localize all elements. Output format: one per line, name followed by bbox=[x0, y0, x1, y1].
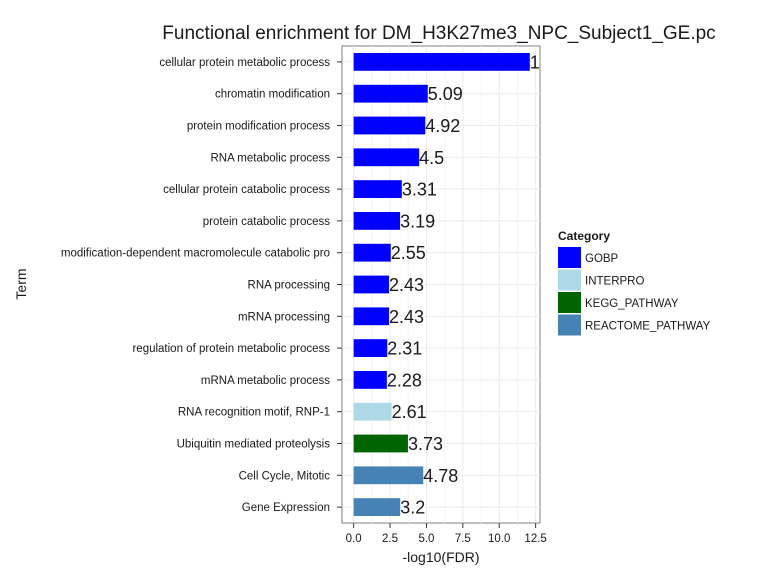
y-tick-label: RNA metabolic process bbox=[210, 152, 330, 164]
bar-value-label: 3.19 bbox=[400, 211, 435, 231]
x-axis: 0.0 2.5 5.0 7.5 10.0 12.5 bbox=[346, 523, 547, 545]
bar bbox=[353, 498, 401, 517]
y-tick-label: modification-dependent macromolecule cat… bbox=[61, 248, 330, 260]
bar-value-label: 4.92 bbox=[425, 116, 460, 136]
y-tick-label: regulation of protein metabolic process bbox=[132, 343, 330, 355]
y-tick-label: RNA processing bbox=[248, 280, 330, 292]
bar bbox=[353, 307, 390, 326]
x-tick-label: 0.0 bbox=[346, 533, 362, 545]
bar bbox=[353, 466, 424, 485]
y-tick-label: RNA recognition motif, RNP-1 bbox=[178, 407, 330, 419]
bar-value-label: 2.43 bbox=[389, 307, 424, 327]
bar bbox=[353, 275, 390, 294]
legend-swatch bbox=[558, 269, 581, 291]
bar bbox=[353, 243, 391, 262]
bar bbox=[353, 84, 428, 103]
y-tick-label: Cell Cycle, Mitotic bbox=[239, 470, 331, 482]
legend-label: REACTOME_PATHWAY bbox=[585, 321, 711, 333]
value-label-group: 1 5.09 4.92 4.5 3.31 3.19 2.55 2.43 2.43 2.31 2.28… bbox=[387, 52, 540, 517]
legend-swatch bbox=[558, 292, 581, 313]
bar-group bbox=[353, 52, 530, 517]
x-tick-label: 5.0 bbox=[418, 533, 434, 545]
x-tick-label: 10.0 bbox=[488, 533, 510, 545]
bar-value-label: 2.28 bbox=[387, 370, 422, 390]
bar bbox=[353, 339, 388, 358]
bar-value-label: 2.61 bbox=[392, 402, 427, 422]
bar-value-label: 2.43 bbox=[389, 275, 424, 295]
bar-value-label: 3.73 bbox=[408, 434, 443, 454]
legend-label: INTERPRO bbox=[585, 276, 644, 288]
y-tick-label: mRNA metabolic process bbox=[201, 375, 330, 387]
y-tick-label: cellular protein metabolic process bbox=[159, 57, 330, 69]
x-tick-label: 2.5 bbox=[382, 533, 398, 545]
bar bbox=[353, 116, 426, 135]
y-tick-label: Gene Expression bbox=[242, 502, 330, 514]
legend-swatch bbox=[558, 314, 581, 336]
y-tick-label: protein catabolic process bbox=[203, 216, 330, 228]
y-tick-label-group: cellular protein metabolic process chroma… bbox=[61, 57, 342, 514]
bar-value-label: 2.31 bbox=[387, 339, 422, 359]
legend: Category GOBP INTERPRO KEGG_PATHWAY REACTOM… bbox=[558, 229, 711, 336]
x-tick-label: 12.5 bbox=[524, 533, 546, 545]
bar-value-label: 4.78 bbox=[423, 466, 458, 486]
y-tick-label: Ubiquitin mediated proteolysis bbox=[177, 439, 331, 451]
y-tick-label: cellular protein catabolic process bbox=[163, 184, 330, 196]
bar bbox=[353, 52, 530, 71]
bar-value-label: 4.5 bbox=[419, 148, 444, 168]
bar-value-label: 2.55 bbox=[391, 243, 426, 263]
bar-value-label: 3.2 bbox=[400, 498, 425, 518]
bar-value-label: 5.09 bbox=[428, 84, 463, 104]
legend-label: KEGG_PATHWAY bbox=[585, 298, 679, 310]
y-tick-label: protein modification process bbox=[187, 121, 330, 133]
legend-swatch bbox=[558, 247, 581, 268]
y-tick-label: chromatin modification bbox=[215, 89, 330, 101]
chart-title: Functional enrichment for DM_H3K27me3_NP… bbox=[162, 23, 715, 44]
bar bbox=[353, 370, 387, 389]
bar bbox=[353, 434, 408, 453]
bar-value-label: 1 bbox=[530, 52, 540, 72]
legend-label: GOBP bbox=[585, 253, 619, 265]
y-axis-title: Term bbox=[13, 268, 29, 299]
legend-title: Category bbox=[558, 229, 610, 243]
y-tick-label: mRNA processing bbox=[238, 311, 330, 323]
bar-value-label: 3.31 bbox=[402, 180, 437, 200]
x-axis-title: -log10(FDR) bbox=[402, 549, 479, 565]
bar bbox=[353, 148, 420, 167]
bar bbox=[353, 211, 401, 230]
bar bbox=[353, 180, 402, 199]
bar bbox=[353, 402, 392, 421]
x-tick-label: 7.5 bbox=[455, 533, 471, 545]
